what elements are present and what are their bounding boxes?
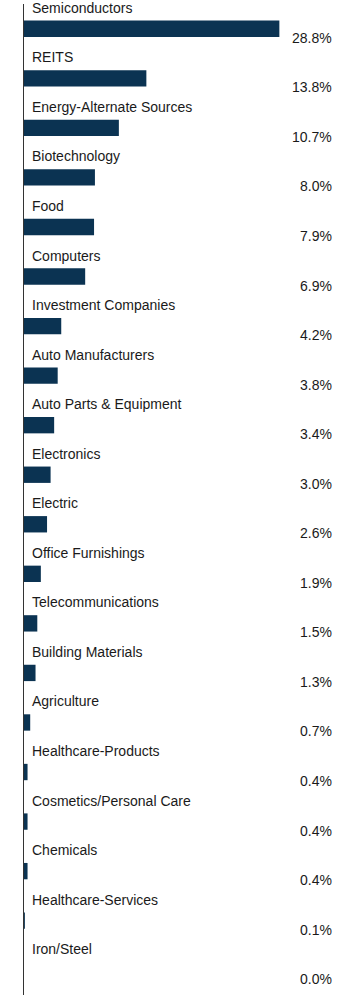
svg-text:2.6%: 2.6% [300,525,332,541]
svg-text:Investment Companies: Investment Companies [32,297,175,313]
svg-text:Electronics: Electronics [32,446,100,462]
svg-text:0.7%: 0.7% [300,723,332,739]
svg-text:Telecommunications: Telecommunications [32,594,159,610]
svg-text:1.3%: 1.3% [300,674,332,690]
svg-text:Energy-Alternate Sources: Energy-Alternate Sources [32,99,192,115]
svg-text:13.8%: 13.8% [292,79,332,95]
svg-text:Biotechnology: Biotechnology [32,148,120,164]
svg-text:Semiconductors: Semiconductors [32,0,132,16]
svg-text:Auto Parts & Equipment: Auto Parts & Equipment [32,396,182,412]
svg-text:3.0%: 3.0% [300,476,332,492]
svg-text:1.9%: 1.9% [300,575,332,591]
svg-text:Healthcare-Products: Healthcare-Products [32,743,160,759]
svg-text:0.4%: 0.4% [300,773,332,789]
svg-text:Building Materials: Building Materials [32,644,143,660]
svg-text:Food: Food [32,198,64,214]
svg-text:0.1%: 0.1% [300,922,332,938]
svg-text:Auto Manufacturers: Auto Manufacturers [32,347,154,363]
svg-text:0.4%: 0.4% [300,823,332,839]
svg-text:Computers: Computers [32,248,100,264]
svg-text:0.0%: 0.0% [300,971,332,987]
svg-text:Electric: Electric [32,495,78,511]
svg-text:8.0%: 8.0% [300,178,332,194]
svg-text:7.9%: 7.9% [300,228,332,244]
svg-text:Healthcare-Services: Healthcare-Services [32,892,158,908]
svg-text:3.8%: 3.8% [300,377,332,393]
svg-text:Cosmetics/Personal Care: Cosmetics/Personal Care [32,793,191,809]
svg-text:Agriculture: Agriculture [32,693,99,709]
svg-text:6.9%: 6.9% [300,278,332,294]
svg-text:1.5%: 1.5% [300,624,332,640]
svg-text:4.2%: 4.2% [300,327,332,343]
svg-text:0.4%: 0.4% [300,872,332,888]
svg-text:REITS: REITS [32,49,73,65]
svg-text:Chemicals: Chemicals [32,842,97,858]
svg-text:3.4%: 3.4% [300,426,332,442]
svg-text:Office Furnishings: Office Furnishings [32,545,145,561]
svg-text:Iron/Steel: Iron/Steel [32,941,92,957]
svg-text:28.8%: 28.8% [292,30,332,46]
svg-text:10.7%: 10.7% [292,129,332,145]
